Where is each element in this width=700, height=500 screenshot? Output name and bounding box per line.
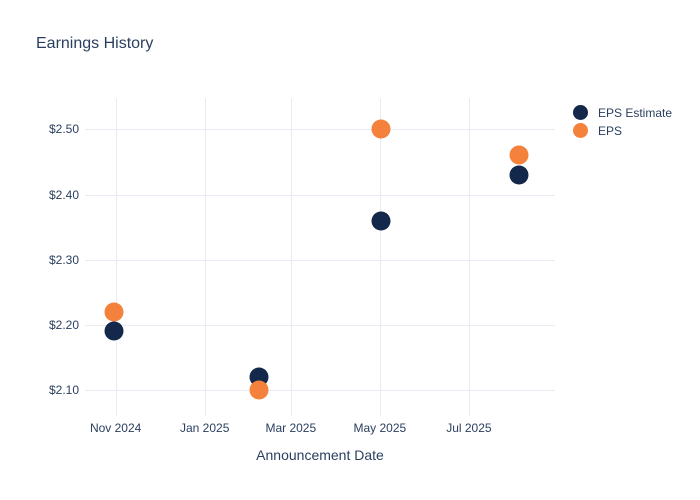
x-axis-tick-label: Mar 2025 — [265, 421, 317, 435]
x-axis-tick-label: Jan 2025 — [179, 421, 230, 435]
data-point-eps-estimate — [509, 165, 528, 185]
data-point-eps-estimate — [371, 211, 391, 231]
x-axis-tick-label: Nov 2024 — [89, 421, 142, 435]
gridline-vertical — [290, 98, 292, 411]
eps-estimate-marker-icon — [573, 105, 588, 120]
chart-title: Earnings History — [36, 35, 154, 52]
legend-label-eps-estimate: EPS Estimate — [598, 105, 673, 120]
legend-label-eps: EPS — [598, 123, 623, 138]
gridline-horizontal — [85, 324, 555, 326]
gridline-horizontal — [85, 259, 555, 261]
gridline-vertical — [115, 98, 117, 411]
gridline-horizontal — [85, 194, 555, 196]
gridline-vertical — [379, 98, 381, 411]
x-axis-tick — [379, 411, 381, 416]
y-axis-tick-label: $2.20 — [48, 317, 79, 332]
y-axis-tick-label: $2.30 — [48, 252, 79, 267]
data-point-eps — [371, 119, 391, 139]
x-axis-tick — [468, 411, 470, 416]
legend: EPS Estimate EPS — [573, 105, 672, 141]
y-axis-tick-label: $2.40 — [48, 187, 79, 202]
y-axis-tick-label: $2.50 — [48, 122, 79, 137]
x-axis-tick — [115, 411, 117, 416]
x-axis-title: Announcement Date — [256, 447, 384, 463]
plot-area — [85, 98, 555, 411]
y-axis-tick-label: $2.10 — [48, 383, 79, 398]
x-axis-tick-label: Jul 2025 — [446, 421, 492, 435]
x-axis-tick — [290, 411, 292, 416]
gridline-horizontal — [85, 390, 555, 392]
data-point-eps-estimate — [104, 321, 124, 341]
legend-item-eps-estimate[interactable]: EPS Estimate — [573, 105, 672, 120]
data-point-eps — [509, 145, 528, 165]
x-axis-tick — [204, 411, 206, 416]
data-point-eps — [104, 302, 124, 322]
eps-marker-icon — [573, 123, 588, 138]
gridline-horizontal — [85, 129, 555, 131]
x-axis-tick-label: May 2025 — [353, 421, 407, 435]
legend-item-eps[interactable]: EPS — [573, 123, 672, 138]
gridline-vertical — [468, 98, 470, 411]
gridline-vertical — [204, 98, 206, 411]
data-point-eps — [249, 380, 269, 400]
